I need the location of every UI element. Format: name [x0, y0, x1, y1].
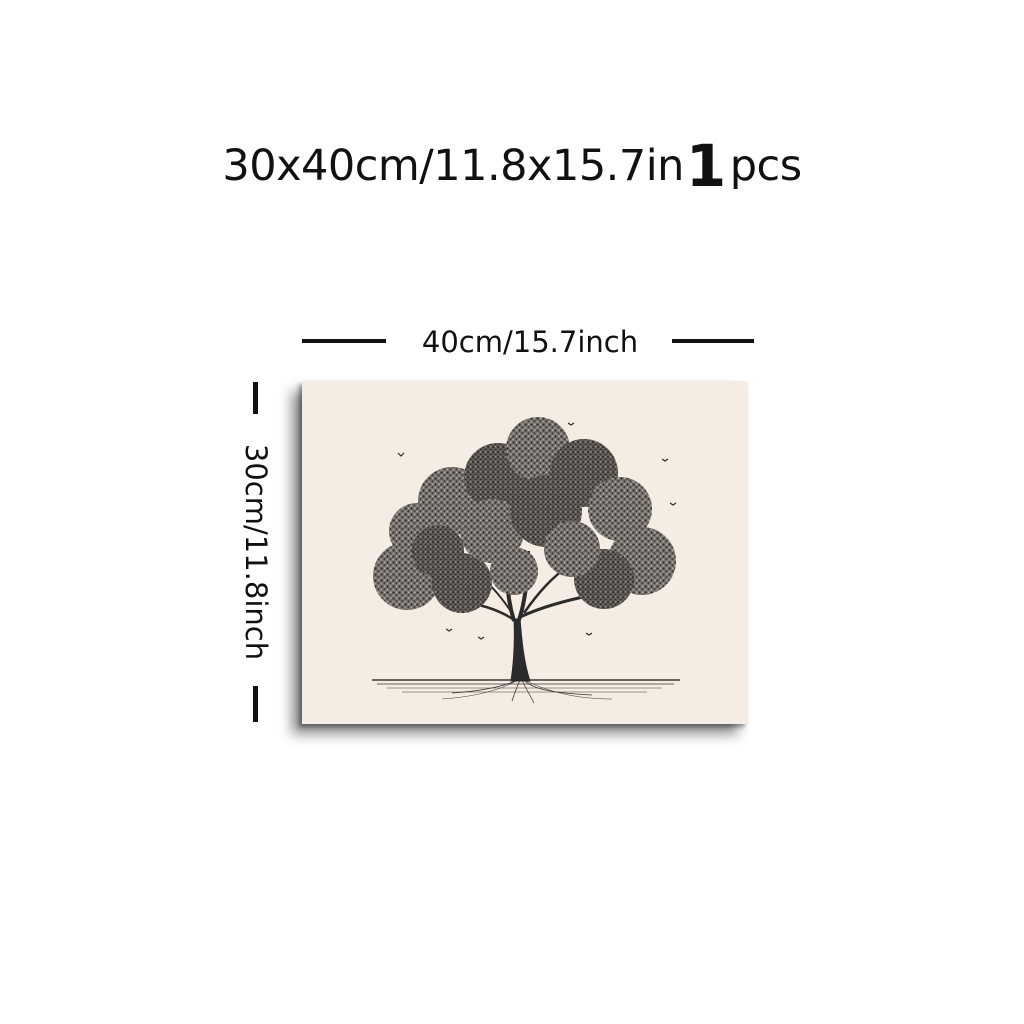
width-line-left — [302, 339, 386, 343]
height-tick-top — [253, 382, 258, 414]
tree-illustration — [372, 417, 680, 704]
width-dimension-indicator: 40cm/15.7inch — [300, 322, 755, 362]
size-text: 30x40cm/11.8x15.7in — [222, 141, 684, 191]
width-line-right — [672, 339, 754, 343]
tree-canopy — [373, 417, 676, 613]
canvas-print — [302, 381, 748, 724]
ground-roots — [372, 679, 680, 704]
width-label: 40cm/15.7inch — [421, 325, 639, 359]
quantity-unit: pcs — [729, 141, 802, 191]
quantity-number: 1 — [685, 132, 726, 200]
height-tick-bottom — [253, 686, 258, 722]
height-label: 30cm/11.8inch — [239, 443, 273, 661]
height-dimension-indicator: 30cm/11.8inch — [232, 380, 280, 726]
birds — [397, 422, 677, 640]
product-size-headline: 30x40cm/11.8x15.7in1pcs — [0, 136, 1024, 196]
